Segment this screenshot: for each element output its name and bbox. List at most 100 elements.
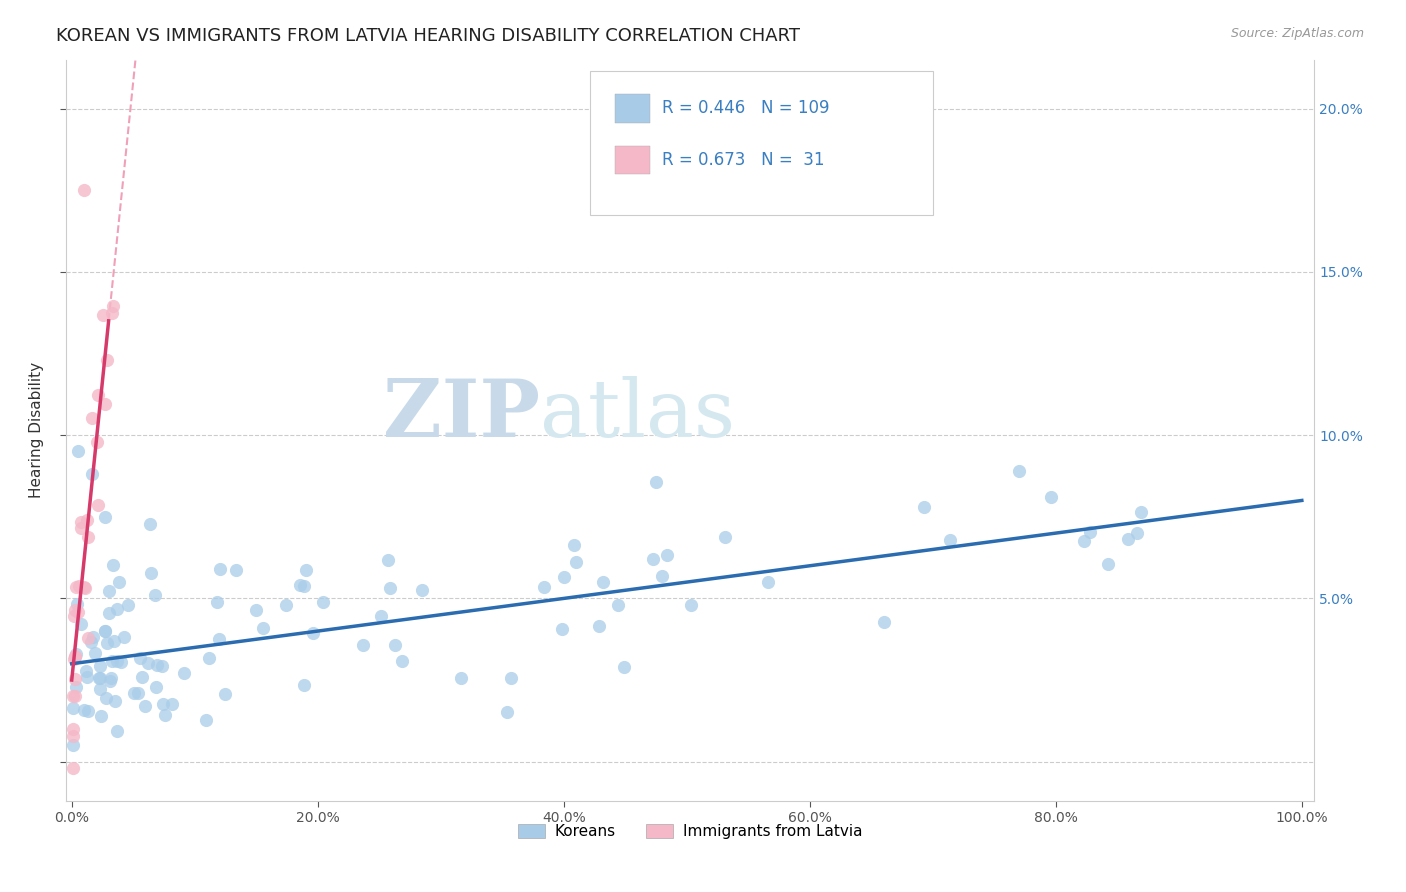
Point bbox=[312, 594, 335, 608]
Point bbox=[411, 582, 433, 597]
Point bbox=[62, 700, 84, 714]
Point bbox=[73, 703, 96, 717]
Point bbox=[1130, 505, 1153, 519]
Point bbox=[65, 597, 87, 611]
Point bbox=[89, 682, 111, 697]
Point bbox=[89, 671, 111, 685]
Point bbox=[714, 530, 737, 544]
Point bbox=[87, 387, 110, 401]
Point bbox=[117, 598, 139, 612]
Y-axis label: Hearing Disability: Hearing Disability bbox=[30, 362, 44, 499]
Point bbox=[641, 551, 664, 566]
Point bbox=[62, 652, 84, 666]
Text: KOREAN VS IMMIGRANTS FROM LATVIA HEARING DISABILITY CORRELATION CHART: KOREAN VS IMMIGRANTS FROM LATVIA HEARING… bbox=[56, 27, 800, 45]
Point bbox=[90, 709, 112, 723]
Point bbox=[352, 638, 374, 652]
Point bbox=[127, 686, 149, 700]
Point bbox=[288, 578, 311, 592]
Point bbox=[100, 654, 122, 668]
Point bbox=[588, 618, 610, 632]
Point bbox=[378, 582, 401, 596]
Point bbox=[207, 595, 229, 609]
Point bbox=[63, 608, 86, 623]
Point bbox=[1097, 557, 1119, 571]
Point bbox=[160, 698, 183, 712]
Point bbox=[105, 655, 128, 669]
Point bbox=[1008, 464, 1031, 478]
FancyBboxPatch shape bbox=[591, 70, 934, 215]
Point bbox=[657, 548, 679, 562]
Point bbox=[76, 513, 98, 527]
Point bbox=[1040, 490, 1063, 504]
Point bbox=[134, 698, 156, 713]
Point bbox=[75, 665, 97, 679]
Point bbox=[80, 635, 103, 649]
Point bbox=[91, 308, 114, 322]
Point bbox=[93, 509, 115, 524]
Bar bbox=[614, 95, 650, 122]
Point bbox=[607, 598, 630, 612]
Point bbox=[73, 580, 96, 594]
Point bbox=[613, 660, 636, 674]
Point bbox=[69, 521, 91, 535]
Point bbox=[63, 690, 86, 704]
Point bbox=[152, 697, 174, 711]
Point bbox=[122, 685, 145, 699]
Point bbox=[73, 183, 96, 197]
Point bbox=[139, 566, 162, 581]
Point bbox=[105, 602, 128, 616]
Point bbox=[86, 434, 108, 449]
Point bbox=[391, 654, 413, 668]
Point bbox=[292, 579, 315, 593]
Point bbox=[82, 630, 104, 644]
Point bbox=[198, 651, 221, 665]
Point bbox=[97, 606, 120, 620]
Point bbox=[562, 538, 585, 552]
Point bbox=[100, 672, 122, 686]
Point bbox=[292, 677, 315, 691]
Point bbox=[139, 516, 162, 531]
Point bbox=[939, 533, 962, 547]
Point bbox=[112, 631, 135, 645]
Point bbox=[96, 353, 118, 368]
Point bbox=[62, 761, 84, 775]
Point bbox=[63, 602, 86, 616]
Point bbox=[565, 555, 588, 569]
Text: R = 0.446   N = 109: R = 0.446 N = 109 bbox=[662, 99, 830, 117]
Point bbox=[551, 622, 574, 636]
Point bbox=[94, 624, 117, 638]
Point bbox=[65, 580, 87, 594]
Point bbox=[128, 651, 150, 665]
Point bbox=[384, 638, 406, 652]
Point bbox=[145, 680, 167, 694]
Bar bbox=[614, 146, 650, 175]
Point bbox=[301, 625, 323, 640]
Point bbox=[80, 410, 103, 425]
Point bbox=[76, 670, 98, 684]
Point bbox=[1125, 525, 1147, 540]
Point bbox=[645, 475, 668, 489]
Point bbox=[89, 658, 111, 673]
Point bbox=[77, 530, 100, 544]
Point bbox=[252, 621, 274, 635]
Point bbox=[63, 648, 86, 663]
Point bbox=[377, 553, 399, 567]
Text: ZIP: ZIP bbox=[382, 376, 540, 454]
Point bbox=[553, 570, 575, 584]
Point bbox=[70, 516, 93, 530]
Point bbox=[912, 500, 935, 515]
Point bbox=[495, 706, 517, 720]
Point bbox=[208, 632, 231, 647]
Point bbox=[98, 673, 121, 688]
Point bbox=[65, 681, 87, 695]
Point bbox=[295, 563, 318, 577]
Point bbox=[66, 444, 89, 458]
Point bbox=[651, 569, 673, 583]
Text: atlas: atlas bbox=[540, 376, 735, 454]
Point bbox=[131, 670, 153, 684]
Point bbox=[110, 655, 132, 669]
Point bbox=[76, 704, 98, 718]
Point bbox=[1073, 533, 1095, 548]
Point bbox=[173, 665, 195, 680]
Point bbox=[101, 306, 124, 320]
